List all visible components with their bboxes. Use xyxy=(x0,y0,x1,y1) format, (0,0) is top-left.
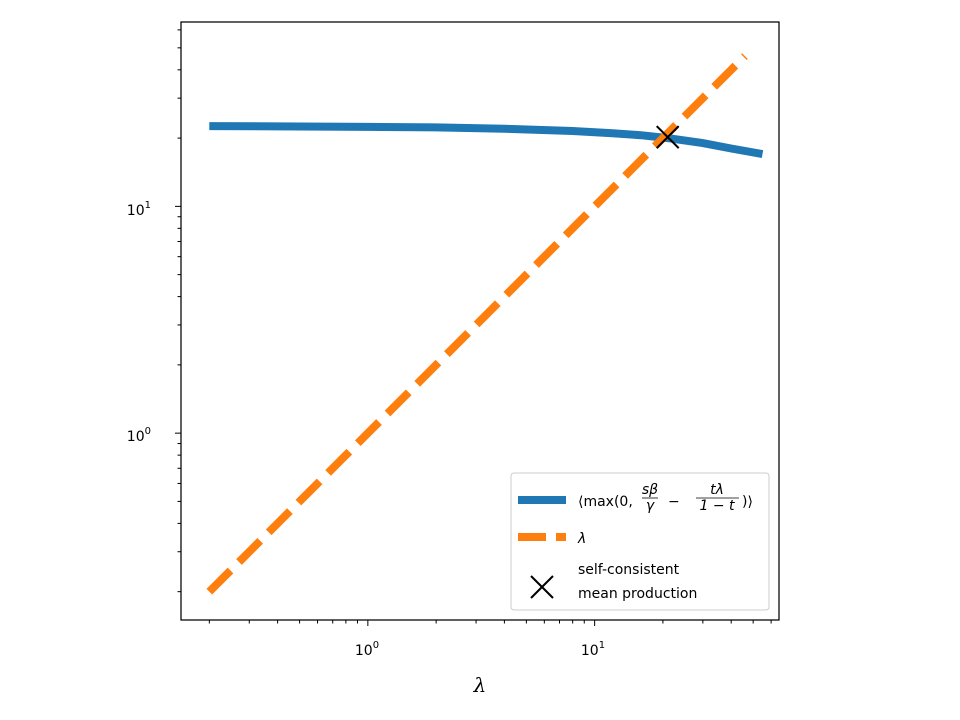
legend: ⟨max(0, sβ γ − tλ 1 − t )⟩ λ self-consis… xyxy=(510,472,770,611)
series-line-1 xyxy=(206,53,748,595)
legend-label-blue: ⟨max(0, xyxy=(578,494,633,510)
series-line-0 xyxy=(209,122,764,159)
svg-text:1 − t: 1 − t xyxy=(699,498,735,514)
x-tick-label-1: 100 xyxy=(355,640,379,659)
y-tick-label-1: 100 xyxy=(127,426,151,445)
svg-text:tλ: tλ xyxy=(710,482,724,498)
series-layer xyxy=(206,53,764,595)
marker-self-consistent-point xyxy=(656,125,680,149)
legend-label-marker-line1: self-consistent xyxy=(578,562,680,578)
svg-text:−: − xyxy=(668,494,680,510)
y-tick-label-10: 101 xyxy=(127,200,151,219)
legend-box xyxy=(510,472,770,611)
svg-text:)⟩: )⟩ xyxy=(742,494,753,510)
legend-marker-x xyxy=(530,575,554,599)
legend-label-marker-line2: mean production xyxy=(578,586,697,602)
svg-text:sβ: sβ xyxy=(642,482,658,498)
legend-label-blue-fractions: sβ γ − tλ 1 − t )⟩ xyxy=(642,482,753,514)
x-axis-label: λ xyxy=(473,673,487,697)
x-tick-label-10: 101 xyxy=(581,640,605,659)
axes-frame xyxy=(180,21,780,621)
svg-text:γ: γ xyxy=(646,498,655,514)
legend-label-orange: λ xyxy=(577,531,586,547)
